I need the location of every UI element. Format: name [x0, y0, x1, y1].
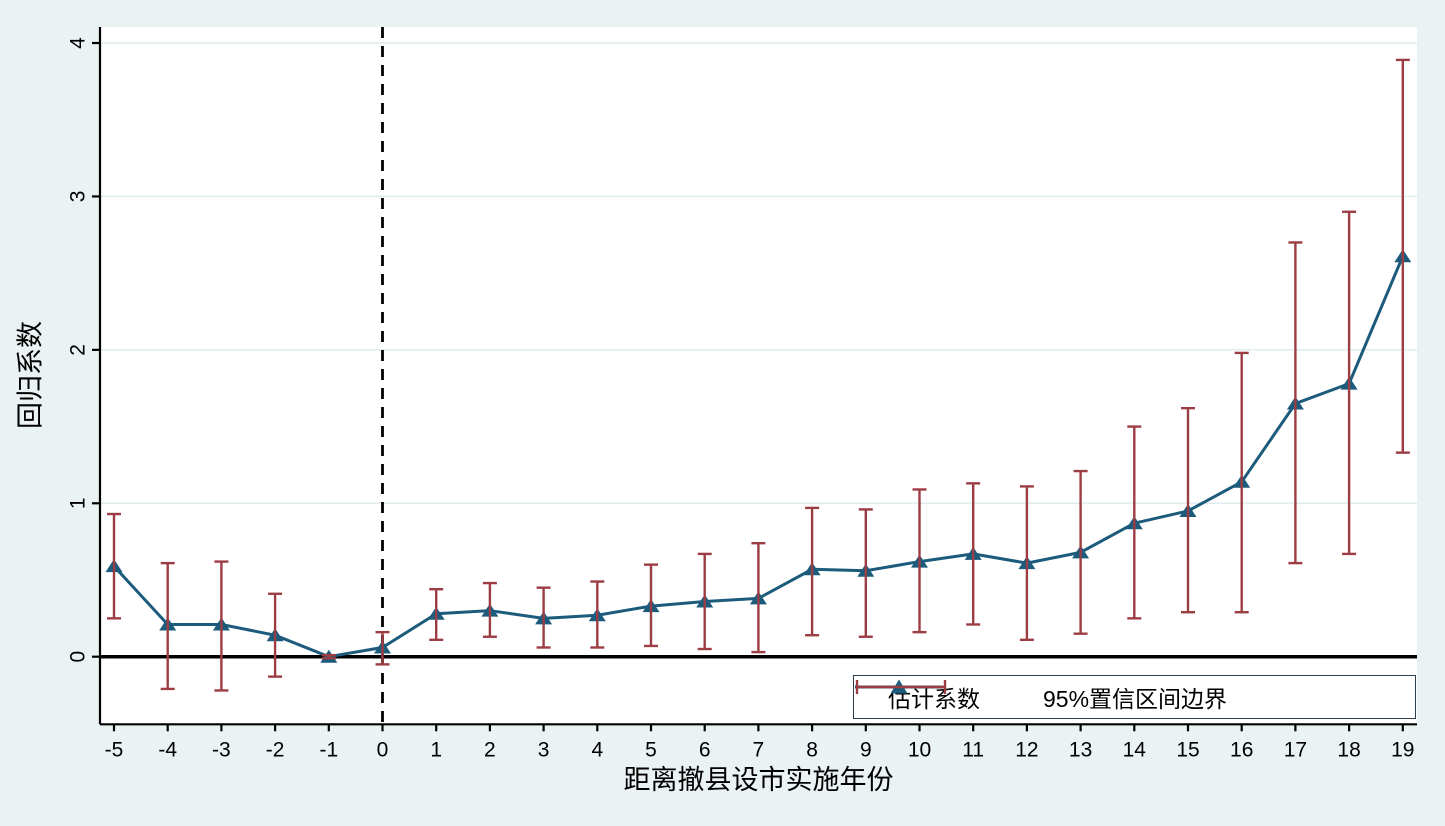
error-bar — [1019, 485, 1034, 642]
y-tick-label: 3 — [67, 191, 90, 203]
error-bar — [912, 488, 927, 634]
x-tick-label: 12 — [1015, 738, 1038, 761]
error-bar — [536, 586, 551, 649]
y-tick-label: 4 — [67, 37, 90, 49]
x-tick-label: 10 — [908, 738, 931, 761]
error-bar — [966, 482, 981, 626]
x-tick-label: 1 — [430, 738, 442, 761]
x-tick-label: 6 — [699, 738, 711, 761]
error-bar — [1395, 58, 1410, 454]
x-tick-label: 4 — [591, 738, 603, 761]
error-bar — [1234, 351, 1249, 614]
x-tick-label: 7 — [753, 738, 765, 761]
error-bar — [1127, 425, 1142, 620]
error-bar — [1073, 469, 1088, 635]
error-bar — [858, 508, 873, 638]
error-bar — [590, 580, 605, 649]
x-tick-label: 13 — [1069, 738, 1092, 761]
error-bar — [482, 581, 497, 638]
x-tick-label: 5 — [645, 738, 657, 761]
x-tick-label: -1 — [319, 738, 338, 761]
error-bar — [160, 561, 175, 691]
x-tick-label: 2 — [484, 738, 496, 761]
x-tick-label: 18 — [1337, 738, 1360, 761]
error-bar — [697, 552, 712, 651]
error-bar — [214, 560, 229, 692]
error-bar — [1288, 241, 1303, 565]
legend: 估计系数 95%置信区间边界 — [853, 675, 1416, 719]
error-bar — [321, 653, 336, 660]
x-tick-label: -2 — [266, 738, 285, 761]
x-axis-title: 距离撤县设市实施年份 — [623, 765, 894, 795]
x-tick-label: 3 — [538, 738, 550, 761]
error-bar — [1342, 210, 1357, 556]
confidence-intervals — [107, 58, 1410, 692]
y-tick-label: 1 — [67, 497, 90, 509]
error-bar — [429, 587, 444, 642]
x-tick-label: 8 — [806, 738, 818, 761]
x-tick-label: 14 — [1123, 738, 1147, 761]
y-axis-title: 回归系数 — [15, 321, 46, 429]
error-bar — [375, 630, 390, 666]
x-tick-label: 15 — [1176, 738, 1199, 761]
x-tick-label: -3 — [212, 738, 231, 761]
x-axis-ticks: -5 -4 -3 -2 -1 0 1 2 3 4 5 6 7 8 9 10 11 12 13 14 15 16 17 18 19 — [105, 724, 1414, 761]
error-bar — [107, 512, 121, 620]
x-tick-label: 11 — [962, 738, 984, 761]
legend-label-ci: 95%置信区间边界 — [1043, 686, 1228, 712]
x-tick-label: 19 — [1391, 738, 1414, 761]
x-tick-label: -4 — [158, 738, 177, 761]
y-tick-label: 0 — [67, 651, 90, 663]
y-axis-ticks: 0 1 2 3 4 — [67, 37, 100, 663]
x-tick-label: 0 — [377, 738, 389, 761]
x-tick-label: 17 — [1284, 738, 1307, 761]
y-tick-label: 2 — [67, 344, 90, 356]
error-bar — [805, 506, 820, 637]
error-bar — [268, 592, 283, 678]
x-tick-label: -5 — [105, 738, 124, 761]
error-bar — [1181, 406, 1195, 614]
x-tick-label: 16 — [1230, 738, 1253, 761]
x-tick-label: 9 — [860, 738, 872, 761]
error-bar — [751, 541, 766, 654]
error-bar — [644, 563, 658, 648]
